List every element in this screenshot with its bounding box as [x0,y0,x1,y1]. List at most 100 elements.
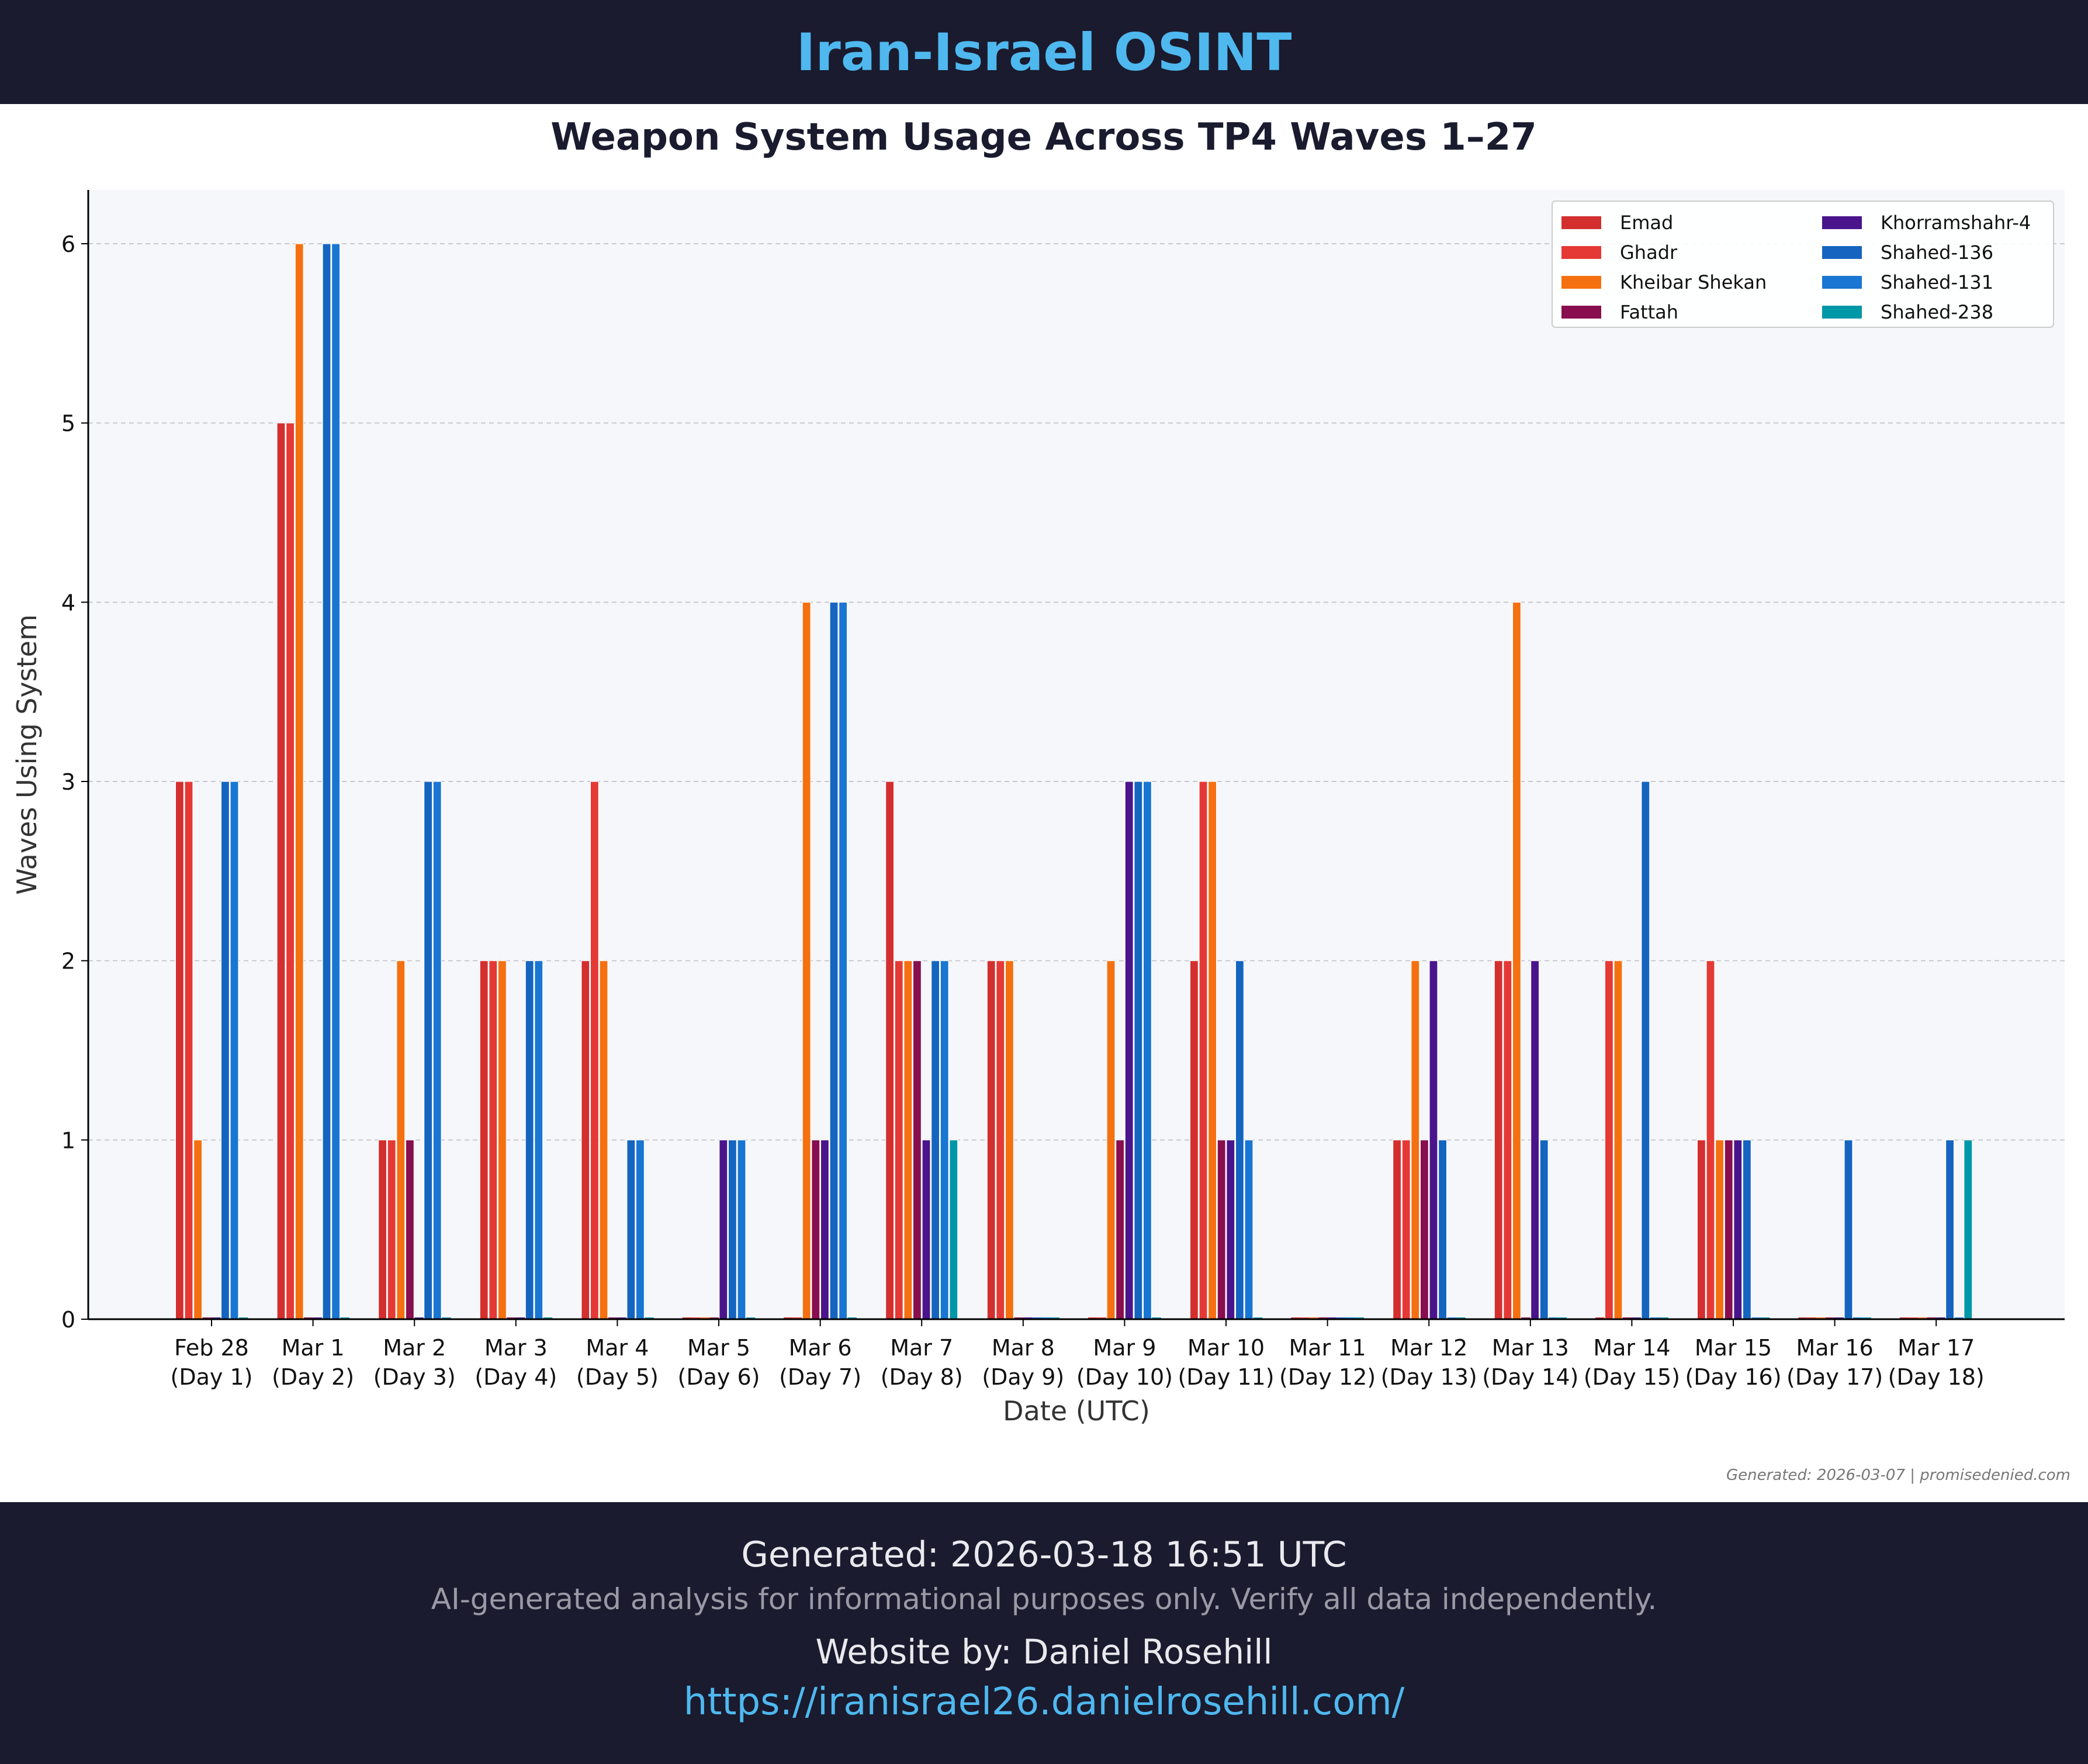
x-tick-date: Mar 5 [687,1335,750,1361]
bar-ghadr [1503,960,1512,1320]
bar-fattah [1724,1139,1733,1320]
bar-emad [479,960,489,1320]
x-tick-date: Mar 17 [1897,1335,1975,1361]
legend-label-fattah: Fattah [1620,301,1678,323]
bar-khorramshahr-4 [1733,1139,1743,1320]
bar-emad [885,781,895,1320]
bar-shahed-131 [635,1139,645,1320]
bar-shahed-131 [1244,1139,1254,1320]
bar-shahed-136 [728,1139,737,1320]
generated-timestamp: Generated: 2026-03-18 16:51 UTC [741,1534,1347,1575]
site-footer: Generated: 2026-03-18 16:51 UTC AI-gener… [0,1502,2088,1764]
bar-kheibar-shekan [1106,960,1116,1320]
legend-label-kheibar-shekan: Kheibar Shekan [1620,271,1767,293]
legend-swatch-shahed-131 [1822,276,1862,289]
x-tick-date: Mar 16 [1796,1335,1874,1361]
gridlines [88,243,2065,1141]
bar-shahed-131 [1142,781,1152,1320]
weapon-usage-chart: Weapon System Usage Across TP4 Waves 1–2… [11,116,2070,1484]
bar-shahed-136 [525,960,534,1320]
bar-khorramshahr-4 [1429,960,1438,1320]
website-link[interactable]: https://iranisrael26.danielrosehill.com/ [683,1680,1405,1724]
legend-label-emad: Emad [1620,212,1673,234]
bar-emad [1189,960,1199,1320]
legend-label-shahed-238: Shahed-238 [1881,301,1993,323]
bar-emad [378,1139,387,1320]
bar-kheibar-shekan [1411,960,1420,1320]
bar-fattah [912,960,922,1320]
x-tick-day: (Day 15) [1584,1364,1680,1390]
legend-label-ghadr: Ghadr [1620,241,1678,264]
bar-kheibar-shekan [1208,781,1217,1320]
bar-khorramshahr-4 [1530,960,1540,1320]
bar-kheibar-shekan [1005,960,1014,1320]
site-title: Iran-Israel OSINT [796,22,1292,82]
x-tick-day: (Day 1) [171,1364,253,1390]
bar-khorramshahr-4 [922,1139,931,1320]
legend-swatch-kheibar-shekan [1561,276,1601,289]
legend-swatch-khorramshahr-4 [1822,216,1862,229]
x-tick-day: (Day 10) [1076,1364,1173,1390]
y-tick-label: 2 [61,949,75,974]
y-tick-label: 5 [61,411,75,437]
bar-ghadr [590,781,600,1320]
x-tick-day: (Day 14) [1482,1364,1578,1390]
bar-shahed-136 [322,243,331,1320]
legend: Emad Ghadr Kheibar Shekan Fattah Khorramshah… [1552,200,2054,328]
legend-label-khorramshahr-4: Khorramshahr-4 [1881,212,2031,234]
disclaimer-text: AI-generated analysis for informational … [431,1582,1657,1616]
bar-fattah [1217,1139,1226,1320]
y-tick-label: 6 [61,231,75,257]
bar-emad [1393,1139,1402,1320]
site-header: Iran-Israel OSINT [0,0,2088,104]
x-ticks: Feb 28 (Day 1) Mar 1 (Day 2) Mar 2 (Day 3) Mar… [171,1319,1985,1390]
x-tick-date: Mar 9 [1093,1335,1156,1361]
bar-shahed-136 [829,601,839,1320]
y-tick-label: 3 [61,769,75,795]
x-tick-date: Mar 15 [1695,1335,1772,1361]
bar-kheibar-shekan [1512,601,1521,1320]
bar-shahed-238 [949,1139,958,1320]
x-tick-day: (Day 6) [678,1364,760,1390]
bar-shahed-136 [423,781,433,1320]
bar-ghadr [996,960,1005,1320]
x-tick-date: Mar 6 [789,1335,852,1361]
bar-shahed-136 [930,960,940,1320]
bar-khorramshahr-4 [1226,1139,1235,1320]
bar-khorramshahr-4 [1124,781,1134,1320]
bar-shahed-136 [1844,1139,1853,1320]
y-tick-label: 1 [61,1127,75,1153]
legend-label-shahed-136: Shahed-136 [1881,241,1993,264]
x-tick-day: (Day 8) [881,1364,963,1390]
x-tick-date: Mar 10 [1187,1335,1265,1361]
legend-swatch-fattah [1561,306,1601,319]
x-tick-day: (Day 4) [475,1364,557,1390]
bar-kheibar-shekan [193,1139,203,1320]
y-tick-label: 0 [61,1307,75,1333]
bar-shahed-131 [838,601,848,1320]
x-tick-date: Mar 8 [992,1335,1055,1361]
website-credit: Website by: Daniel Rosehill [815,1632,1273,1672]
x-tick-date: Mar 14 [1593,1335,1670,1361]
bar-shahed-136 [1438,1139,1448,1320]
bar-kheibar-shekan [1613,960,1623,1320]
legend-swatch-shahed-238 [1822,306,1862,319]
x-tick-day: (Day 16) [1685,1364,1781,1390]
x-tick-day: (Day 12) [1279,1364,1376,1390]
x-tick-date: Mar 4 [586,1335,649,1361]
bar-shahed-136 [626,1139,636,1320]
bar-shahed-136 [1742,1139,1751,1320]
bar-kheibar-shekan [396,960,406,1320]
x-tick-date: Mar 1 [282,1335,345,1361]
chart-title: Weapon System Usage Across TP4 Waves 1–2… [550,116,1537,159]
x-tick-day: (Day 9) [982,1364,1064,1390]
watermark: Generated: 2026-03-07 | promisedenied.co… [1726,1466,2070,1484]
x-tick-date: Feb 28 [174,1335,249,1361]
bar-fattah [405,1139,415,1320]
bar-kheibar-shekan [802,601,811,1320]
bar-fattah [811,1139,820,1320]
legend-swatch-emad [1561,216,1601,229]
bar-ghadr [286,423,295,1320]
bar-emad [1494,960,1503,1320]
bar-emad [986,960,996,1320]
